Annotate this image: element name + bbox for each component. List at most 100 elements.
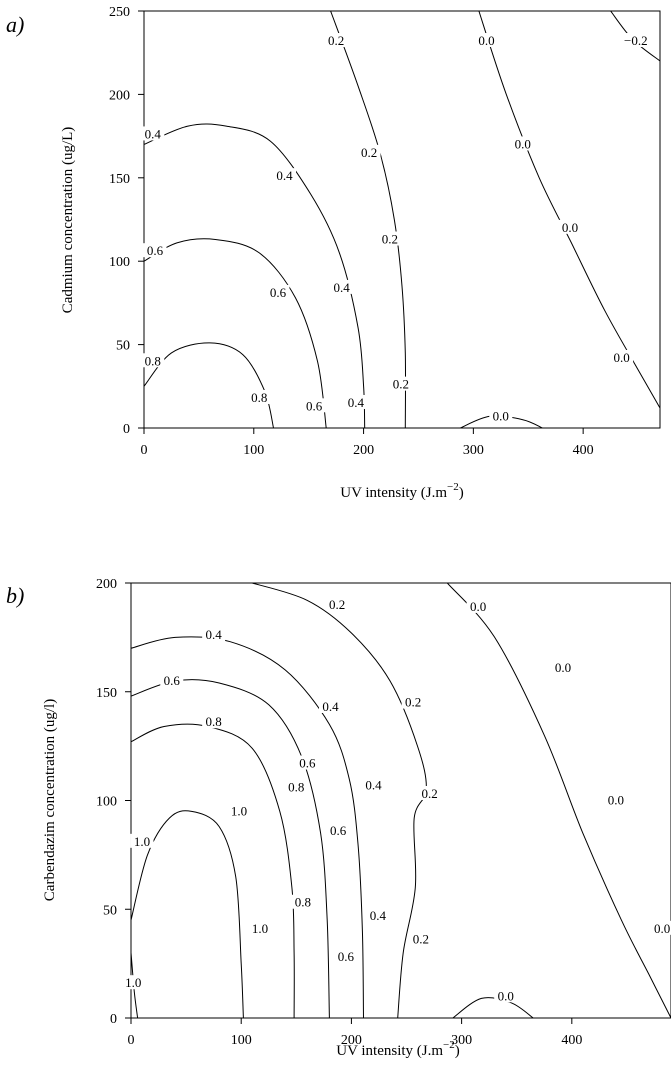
panel-b-contour-label-background: [418, 785, 442, 800]
panel-b-contour-label-background: [121, 975, 145, 990]
panel-a-contour-label: 0.2: [393, 377, 409, 392]
panel-a-contour-label: 0.2: [382, 232, 398, 247]
panel-b-contour-label: 0.2: [405, 695, 421, 710]
panel-b-contour-line: [131, 679, 330, 1018]
panel-a-x-tick-label: 200: [353, 443, 374, 458]
panel-b-contour-line: [131, 810, 244, 1018]
panel-a-x-axis-title-end: ): [459, 485, 464, 501]
panel-a-y-tick-label: 50: [116, 339, 130, 354]
panel-b-contour-label-background: [202, 714, 226, 729]
panel-a-contour-line: [144, 238, 327, 428]
panel-b-contour-label-background: [160, 672, 184, 687]
panel-b-contour-label: 1.0: [231, 803, 247, 818]
panel-a-contour-label-background: [489, 408, 513, 423]
panel-a-contour-line: [478, 11, 660, 409]
panel-a-contour-label-background: [344, 394, 368, 409]
panel-b-x-tick-label: 300: [451, 1033, 472, 1048]
panel-a-contour-label: 0.4: [276, 168, 293, 183]
panel-b-x-tick-label: 200: [341, 1033, 362, 1048]
panel-a-cadmium-contour: a) 0.80.80.60.60.60.40.40.40.40.20.20.20…: [6, 5, 661, 501]
panel-a-contour-label-background: [610, 349, 634, 364]
panel-a-contour-label: 0.6: [306, 398, 323, 413]
panel-a-contour-label-background: [324, 33, 348, 48]
panel-b-x-tick-label: 100: [231, 1033, 252, 1048]
panel-a-contour-label-background: [378, 231, 402, 246]
panel-a-contour-label: 0.2: [361, 145, 377, 160]
panel-b-contour-label: 0.6: [338, 949, 355, 964]
panel-a-contours: 0.8 0.8 0.6 0.6 0.6 0.4 0.4 0.4 0.4 0.2 0.2 0.2 0.2 0…: [141, 11, 660, 428]
panel-b-contour-label: 0.6: [330, 823, 347, 838]
panel-b-contour-label: 0.0: [654, 921, 670, 936]
panel-a-contour-label: 0.4: [348, 395, 365, 410]
panel-a-y-tick-label: 150: [109, 172, 130, 187]
panel-b-carbendazim-contour: b) 1.0 1.0 1.0 1.0 0.8 0.8 0.8 0.6 0.6 0.6 0.6 0.4 0…: [6, 577, 671, 1059]
panel-a-contour-label: 0.4: [145, 126, 162, 141]
panel-a-contour-label: 0.4: [333, 280, 350, 295]
panel-b-contour-label: 1.0: [252, 921, 268, 936]
panel-a-contour-label-background: [558, 219, 582, 234]
panel-a-contour-label-background: [247, 389, 271, 404]
panel-b-contour-label-background: [494, 988, 518, 1003]
panel-b-x-axis-title: UV intensity (J.m−2): [336, 1039, 460, 1059]
panel-a-contour-label: 0.0: [478, 33, 494, 48]
panel-b-contour-label: 1.0: [134, 834, 150, 849]
panel-a-contour-label: 0.0: [493, 408, 509, 423]
panel-a-y-tick-label: 250: [109, 5, 130, 20]
panel-a-y-axis-title: Cadmium concentration (ug/L): [60, 127, 76, 314]
panel-a-x-axis-title-superscript: −2: [447, 481, 459, 493]
panel-b-contour-line: [131, 723, 295, 1018]
panel-a-x-axis: 0 100 200 300 400: [141, 428, 594, 458]
panel-a-label: a): [6, 12, 24, 37]
panel-a-contour-label: 0.2: [328, 33, 344, 48]
panel-b-y-tick-label: 50: [103, 903, 117, 918]
panel-b-contours: 1.0 1.0 1.0 1.0 0.8 0.8 0.8 0.6 0.6 0.6 0.6 0.4 0.4 0…: [121, 583, 671, 1018]
panel-a-y-tick-label: 0: [123, 422, 130, 437]
panel-b-contour-label-background: [334, 949, 358, 964]
panel-b-contour-label: 0.2: [422, 786, 438, 801]
panel-b-contour-label-background: [604, 792, 628, 807]
panel-b-contour-line: [131, 952, 139, 1018]
panel-a-contour-label-background: [330, 279, 354, 294]
panel-b-contour-label: 0.6: [299, 756, 316, 771]
panel-a-x-tick-label: 400: [573, 443, 594, 458]
panel-b-contour-line: [131, 636, 364, 1018]
panel-a-contour-label: 0.8: [145, 353, 161, 368]
panel-b-contour-label-background: [284, 779, 308, 794]
panel-b-contour-label: 0.8: [206, 714, 222, 729]
panel-a-contour-line: [330, 11, 407, 428]
panel-a-contour-label-background: [143, 243, 167, 258]
panel-b-contour-label: 0.2: [413, 932, 429, 947]
panel-b-contour-label-background: [466, 598, 490, 613]
panel-b-contour-label: 0.0: [498, 988, 514, 1003]
panel-b-y-tick-label: 150: [96, 686, 117, 701]
panel-a-contour-label-background: [302, 398, 326, 413]
panel-b-contour-label: 0.0: [470, 599, 486, 614]
panel-b-contour-label-background: [401, 694, 425, 709]
panel-b-contour-label-background: [409, 931, 433, 946]
panel-a-contour-label: 0.6: [147, 243, 164, 258]
panel-a-x-axis-title: UV intensity (J.m−2): [340, 481, 464, 501]
panel-b-contour-label-background: [291, 894, 315, 909]
panel-b-contour-label-background: [130, 833, 154, 848]
panel-a-contour-label-background: [266, 284, 290, 299]
panel-b-contour-label-background: [650, 920, 671, 935]
panel-b-contour-label: 0.0: [555, 660, 571, 675]
panel-a-contour-label: 0.0: [613, 350, 629, 365]
panel-a-contour-label: −0.2: [624, 33, 648, 48]
panel-b-contour-label: 0.8: [295, 895, 311, 910]
panel-b-x-axis-title-main: UV intensity (J.m: [336, 1043, 443, 1059]
panel-a-contour-line: [144, 123, 366, 428]
panel-a-y-tick-label: 200: [109, 88, 130, 103]
panel-a-contour-label: 0.0: [562, 220, 578, 235]
panel-a-contour-label-background: [141, 353, 165, 368]
panel-b-contour-label: 0.4: [370, 908, 387, 923]
panel-a-x-tick-label: 100: [243, 443, 264, 458]
panel-b-x-tick-label: 400: [561, 1033, 582, 1048]
panel-b-contour-label-background: [248, 920, 272, 935]
panel-a-contour-label: 0.6: [270, 285, 287, 300]
panel-b-contour-label-background: [227, 803, 251, 818]
panel-b-contour-label-background: [326, 822, 350, 837]
panel-b-contour-label-background: [202, 627, 226, 642]
panel-a-contour-label-background: [620, 33, 651, 48]
